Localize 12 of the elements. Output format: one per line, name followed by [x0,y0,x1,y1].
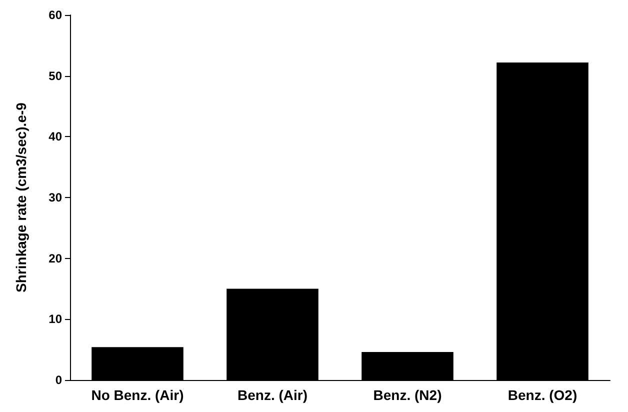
y-tick-label: 50 [48,68,62,83]
y-tick-label: 30 [48,190,62,204]
y-tick-label: 20 [48,251,62,266]
y-axis-title: Shrinkage rate (cm3/sec).e-9 [13,102,29,292]
y-tick-label: 0 [55,373,62,387]
y-tick-label: 40 [48,130,62,144]
y-tick-label: 10 [48,312,62,326]
y-tick-label: 60 [48,8,62,22]
x-tick-label: Benz. (O2) [508,387,578,403]
x-tick-label: Benz. (Air) [238,387,308,403]
x-tick-label: Benz. (N2) [373,387,442,403]
x-tick-label: No Benz. (Air) [91,387,184,403]
